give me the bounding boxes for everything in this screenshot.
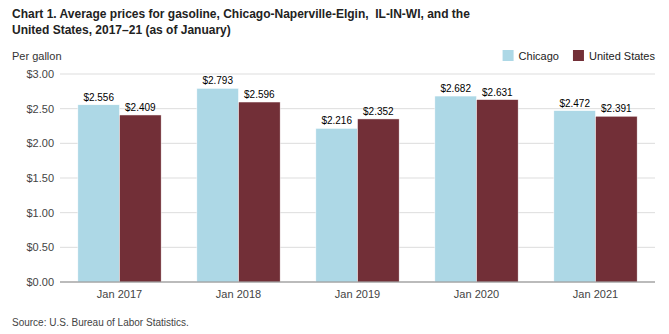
title-line: United States, 2017–21 (as of January)	[12, 23, 231, 37]
data-label: $2.352	[363, 106, 394, 117]
source: Source: U.S. Bureau of Labor Statistics.	[12, 317, 189, 328]
chart: Chart 1. Average prices for gasoline, Ch…	[0, 0, 669, 334]
x-tick-label: Jan 2017	[97, 288, 142, 300]
grid-line	[60, 74, 655, 75]
bar	[435, 96, 477, 282]
data-label: $2.409	[125, 102, 156, 113]
grid-line	[60, 282, 655, 283]
legend: United States Chicago	[503, 50, 656, 62]
data-label: $2.596	[244, 89, 275, 100]
data-label: $2.631	[482, 87, 513, 98]
bar	[120, 115, 162, 282]
y-tick-label: $2.00	[26, 137, 54, 149]
data-label: $2.682	[440, 83, 471, 94]
legend-swatch	[503, 50, 514, 61]
legend-label: Chicago	[519, 50, 559, 62]
bars	[78, 88, 637, 282]
bar	[78, 105, 120, 282]
data-label: $2.391	[601, 103, 632, 114]
bar	[197, 88, 239, 282]
y-tick-label: $0.50	[26, 241, 54, 253]
bar	[596, 116, 638, 282]
legend-label: United States	[589, 50, 656, 62]
y-tick-label: $1.50	[26, 172, 54, 184]
data-label: $2.472	[559, 98, 590, 109]
data-label: $2.556	[83, 92, 114, 103]
title-line: Chart 1. Average prices for gasoline, Ch…	[12, 7, 470, 21]
y-tick-label: $0.00	[26, 276, 54, 288]
bar	[477, 100, 519, 282]
x-tick-label: Jan 2018	[216, 288, 261, 300]
x-tick-label: Jan 2020	[454, 288, 499, 300]
x-tick-label: Jan 2019	[335, 288, 380, 300]
x-tick-label: Jan 2021	[573, 288, 618, 300]
y-tick-label: $3.00	[26, 68, 54, 80]
y-tick-label: $1.00	[26, 207, 54, 219]
title: Chart 1. Average prices for gasoline, Ch…	[12, 7, 470, 37]
legend-swatch	[573, 50, 584, 61]
background	[0, 0, 669, 334]
bar	[239, 102, 281, 282]
y-tick-label: $2.50	[26, 103, 54, 115]
data-label: $2.793	[202, 75, 233, 86]
x-axis-line	[60, 282, 655, 283]
bar	[554, 111, 596, 282]
data-labels: $2.556 $2.793 $2.216 $2.682 $2.472 $2.409 $2.5…	[83, 75, 632, 126]
bar	[316, 128, 358, 282]
bar	[358, 119, 400, 282]
data-label: $2.216	[321, 115, 352, 126]
y-axis-label: Per gallon	[12, 50, 62, 62]
